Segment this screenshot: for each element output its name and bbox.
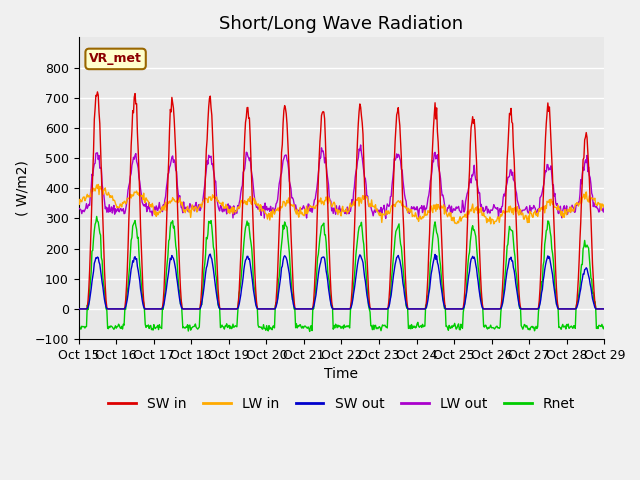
Text: VR_met: VR_met <box>89 52 142 65</box>
Y-axis label: ( W/m2): ( W/m2) <box>15 160 29 216</box>
Title: Short/Long Wave Radiation: Short/Long Wave Radiation <box>220 15 463 33</box>
Legend: SW in, LW in, SW out, LW out, Rnet: SW in, LW in, SW out, LW out, Rnet <box>102 391 580 417</box>
X-axis label: Time: Time <box>324 367 358 382</box>
